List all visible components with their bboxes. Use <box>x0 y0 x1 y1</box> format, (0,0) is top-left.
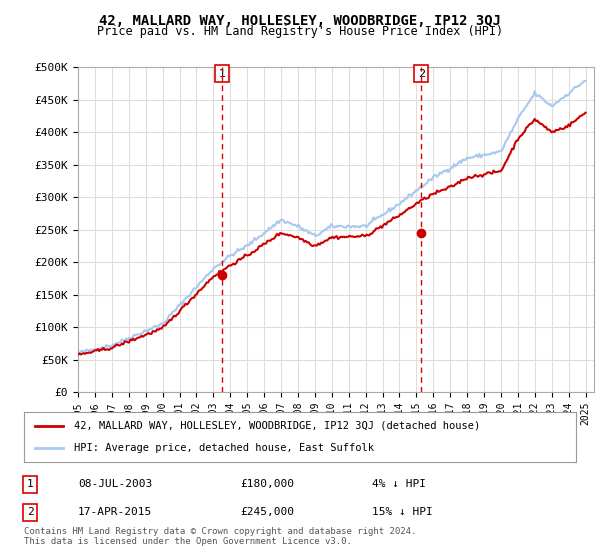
Text: 1: 1 <box>26 479 34 489</box>
Text: 4% ↓ HPI: 4% ↓ HPI <box>372 479 426 489</box>
Text: 42, MALLARD WAY, HOLLESLEY, WOODBRIDGE, IP12 3QJ (detached house): 42, MALLARD WAY, HOLLESLEY, WOODBRIDGE, … <box>74 421 480 431</box>
Text: 2: 2 <box>26 507 34 517</box>
Text: Price paid vs. HM Land Registry's House Price Index (HPI): Price paid vs. HM Land Registry's House … <box>97 25 503 38</box>
Text: £245,000: £245,000 <box>240 507 294 517</box>
Text: 08-JUL-2003: 08-JUL-2003 <box>78 479 152 489</box>
Text: 2: 2 <box>418 69 425 79</box>
Text: 15% ↓ HPI: 15% ↓ HPI <box>372 507 433 517</box>
Text: HPI: Average price, detached house, East Suffolk: HPI: Average price, detached house, East… <box>74 443 374 453</box>
Text: Contains HM Land Registry data © Crown copyright and database right 2024.
This d: Contains HM Land Registry data © Crown c… <box>24 526 416 546</box>
Text: 17-APR-2015: 17-APR-2015 <box>78 507 152 517</box>
Text: 1: 1 <box>218 69 226 79</box>
Text: £180,000: £180,000 <box>240 479 294 489</box>
Text: 42, MALLARD WAY, HOLLESLEY, WOODBRIDGE, IP12 3QJ: 42, MALLARD WAY, HOLLESLEY, WOODBRIDGE, … <box>99 14 501 28</box>
